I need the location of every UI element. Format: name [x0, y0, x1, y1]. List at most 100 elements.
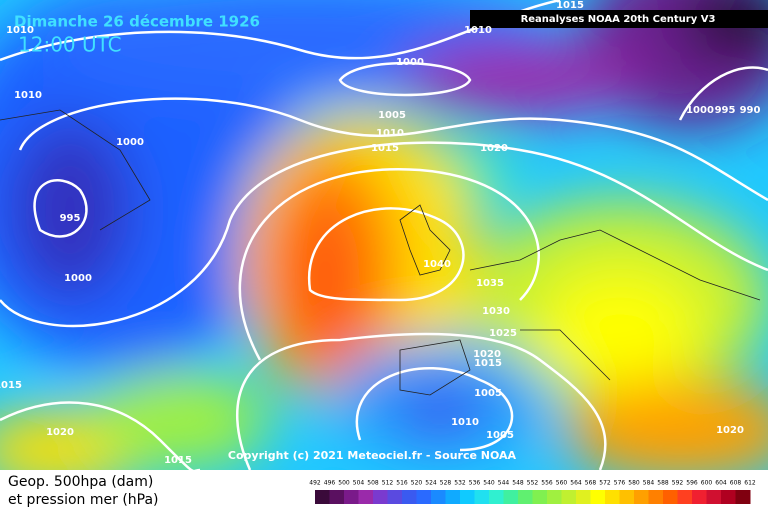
- legend-line2: et pression mer (hPa): [8, 492, 159, 508]
- scale-cell: [474, 490, 490, 504]
- scale-cell: [576, 490, 591, 504]
- scale-label: 596: [686, 480, 698, 487]
- scale-cell: [373, 490, 388, 504]
- scale-label: 512: [382, 480, 394, 487]
- color-scale: 492 496 500 504 508 512 516 520 524 528 532 536 540 5…: [309, 480, 756, 504]
- scale-cell: [561, 490, 577, 504]
- scale-cell: [663, 490, 678, 504]
- scale-cell: [518, 490, 533, 504]
- isobar-label: 990: [740, 105, 761, 116]
- isobar-label: 995: [715, 105, 736, 116]
- scale-label: 528: [440, 480, 452, 487]
- scale-label: 572: [599, 480, 611, 487]
- scale-cell: [547, 490, 562, 504]
- scale-label: 576: [614, 480, 626, 487]
- scale-label: 540: [483, 480, 495, 487]
- scale-label: 496: [324, 480, 336, 487]
- field: [0, 0, 768, 490]
- scale-label: 504: [353, 480, 365, 487]
- source-box: [470, 10, 768, 28]
- scale-cell: [590, 490, 606, 504]
- title: Dimanche 26 décembre 1926: [14, 13, 260, 31]
- scale-label: 560: [556, 480, 568, 487]
- scale-cell: [735, 490, 751, 504]
- scale-cell: [503, 490, 519, 504]
- scale-cell: [460, 490, 475, 504]
- isobar-label: 1000: [686, 105, 714, 116]
- scale-cell: [329, 490, 345, 504]
- isobar-label: 1020: [473, 349, 501, 360]
- isobar-label: 1000: [64, 273, 92, 284]
- coastlines: [0, 109, 761, 396]
- scale-label: 532: [454, 480, 466, 487]
- scale-label: 552: [527, 480, 539, 487]
- isobar-label: 1015: [0, 380, 22, 391]
- scale-cell: [634, 490, 649, 504]
- copyright: Copyright (c) 2021 Meteociel.fr - Source…: [228, 449, 517, 462]
- isobar-label: 1035: [476, 278, 504, 289]
- scale-cell: [532, 490, 548, 504]
- isobar-label: 1010: [14, 90, 42, 101]
- scale-label: 592: [672, 480, 684, 487]
- isobar-label: 995: [60, 213, 81, 224]
- scale-cell: [619, 490, 635, 504]
- scale-cell: [677, 490, 693, 504]
- scale-cell: [489, 490, 504, 504]
- scale-cell: [344, 490, 359, 504]
- isobar-label: 1005: [378, 110, 406, 121]
- isobar-label: 1000: [396, 57, 424, 68]
- isobar-label: 1020: [480, 143, 508, 154]
- scale-cell: [648, 490, 664, 504]
- scale-label: 580: [628, 480, 640, 487]
- isobar-label: 1020: [46, 427, 74, 438]
- isobar-label: 1005: [474, 388, 502, 399]
- scale-label: 600: [701, 480, 713, 487]
- scale-label: 564: [570, 480, 582, 487]
- isobar-label: 1030: [482, 306, 510, 317]
- scale-label: 548: [512, 480, 524, 487]
- isobar-label: 1000: [116, 137, 144, 148]
- scale-label: 544: [498, 480, 510, 487]
- scale-cell: [445, 490, 461, 504]
- isobars: [0, 0, 768, 473]
- isobar-label: 1010: [451, 417, 479, 428]
- scale-cell: [402, 490, 417, 504]
- scale-cell: [416, 490, 432, 504]
- scale-cell: [706, 490, 722, 504]
- scale-cell: [692, 490, 707, 504]
- scale-label: 604: [715, 480, 727, 487]
- time: 12:00 UTC: [18, 33, 122, 57]
- isobar-label: 1015: [164, 455, 192, 466]
- isobar-label: 1015: [371, 143, 399, 154]
- scale-label: 520: [411, 480, 423, 487]
- isobar-label: 1040: [423, 259, 451, 270]
- isobar-label: 1010: [376, 128, 404, 139]
- scale-cell: [605, 490, 620, 504]
- scale-cell: [358, 490, 374, 504]
- scale-cell: [315, 490, 330, 504]
- scale-label: 568: [585, 480, 597, 487]
- isobar-label: 1010: [464, 25, 492, 36]
- isobar-label: 1020: [716, 425, 744, 436]
- isobar-label: 1025: [489, 328, 517, 339]
- scale-label: 608: [730, 480, 742, 487]
- isobar-label: 1015: [474, 358, 502, 369]
- scale-label: 500: [338, 480, 350, 487]
- legend-line1: Geop. 500hpa (dam): [8, 474, 153, 490]
- scale-label: 556: [541, 480, 553, 487]
- isobar-label: 1005: [486, 430, 514, 441]
- scale-label: 588: [657, 480, 669, 487]
- scale-cell: [721, 490, 736, 504]
- scale-label: 516: [396, 480, 408, 487]
- source: Reanalyses NOAA 20th Century V3: [521, 14, 716, 25]
- scale-label: 524: [425, 480, 437, 487]
- scale-label: 612: [744, 480, 756, 487]
- isobar-label: 1015: [556, 0, 584, 11]
- scale-label: 584: [643, 480, 655, 487]
- isobar-label: 1010: [6, 25, 34, 36]
- scale-cell: [431, 490, 446, 504]
- scale-label: 492: [309, 480, 321, 487]
- scale-cell: [387, 490, 403, 504]
